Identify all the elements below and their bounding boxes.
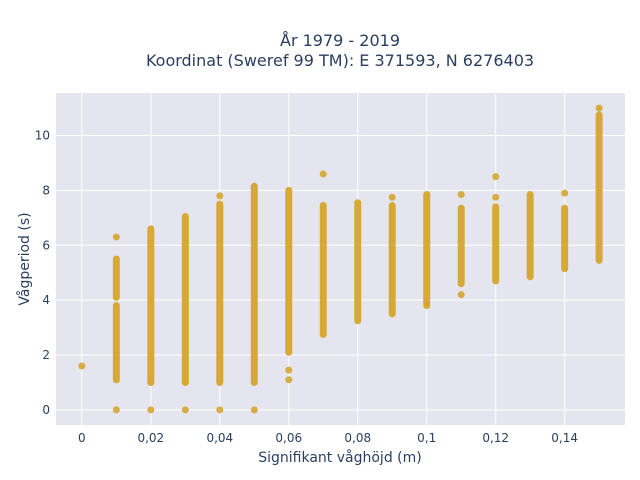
data-point-column bbox=[561, 204, 569, 273]
data-point bbox=[595, 104, 603, 112]
data-point bbox=[457, 191, 465, 199]
y-tick-label: 0 bbox=[42, 403, 50, 417]
data-point bbox=[181, 406, 189, 414]
chart-title-line2: Koordinat (Sweref 99 TM): E 371593, N 62… bbox=[146, 51, 534, 70]
data-point bbox=[561, 189, 569, 197]
data-point bbox=[319, 170, 327, 178]
data-point bbox=[388, 193, 396, 201]
x-tick-label: 0,02 bbox=[137, 431, 164, 445]
data-point bbox=[492, 193, 500, 201]
data-point-column bbox=[112, 302, 120, 384]
data-point-column bbox=[216, 200, 224, 386]
data-point bbox=[78, 362, 86, 370]
data-point bbox=[112, 233, 120, 241]
data-point bbox=[216, 406, 224, 414]
data-point-column bbox=[492, 203, 500, 285]
x-tick-label: 0,06 bbox=[275, 431, 302, 445]
data-point bbox=[423, 302, 431, 310]
x-tick-label: 0,14 bbox=[551, 431, 578, 445]
x-tick-label: 0,08 bbox=[344, 431, 371, 445]
chart-title-line1: År 1979 - 2019 bbox=[280, 31, 400, 50]
data-point-column bbox=[595, 111, 603, 264]
y-tick-label: 2 bbox=[42, 348, 50, 362]
x-tick-label: 0,12 bbox=[482, 431, 509, 445]
data-point-column bbox=[250, 182, 258, 386]
y-tick-label: 8 bbox=[42, 183, 50, 197]
y-tick-label: 10 bbox=[35, 129, 50, 143]
data-point bbox=[147, 406, 155, 414]
data-point bbox=[112, 406, 120, 414]
y-axis-ticks: 0 2 4 6 8 10 bbox=[35, 129, 50, 417]
data-point bbox=[285, 366, 293, 374]
data-points bbox=[78, 104, 603, 414]
y-tick-label: 4 bbox=[42, 293, 50, 307]
data-point-column bbox=[319, 201, 327, 338]
x-tick-label: 0 bbox=[78, 431, 86, 445]
x-axis-label: Signifikant våghöjd (m) bbox=[258, 449, 421, 466]
x-tick-label: 0,1 bbox=[417, 431, 436, 445]
data-point bbox=[285, 376, 293, 384]
data-point-column bbox=[112, 255, 120, 301]
data-point-column bbox=[526, 191, 534, 281]
data-point bbox=[250, 406, 258, 414]
data-point-column bbox=[147, 225, 155, 386]
data-point-column bbox=[457, 204, 465, 288]
data-point-column bbox=[285, 186, 293, 356]
plot-area bbox=[56, 93, 625, 425]
data-point-column bbox=[423, 191, 431, 307]
data-point-column bbox=[181, 212, 189, 386]
x-axis-ticks: 0 0,02 0,04 0,06 0,08 0,1 0,12 0,14 bbox=[78, 431, 578, 445]
data-point bbox=[492, 173, 500, 181]
y-tick-label: 6 bbox=[42, 238, 50, 252]
data-point-column bbox=[388, 201, 396, 318]
data-point bbox=[457, 291, 465, 299]
y-axis-label: Vågperiod (s) bbox=[16, 212, 33, 305]
data-point-column bbox=[354, 199, 362, 325]
x-tick-label: 0,04 bbox=[206, 431, 233, 445]
data-point bbox=[216, 192, 224, 200]
